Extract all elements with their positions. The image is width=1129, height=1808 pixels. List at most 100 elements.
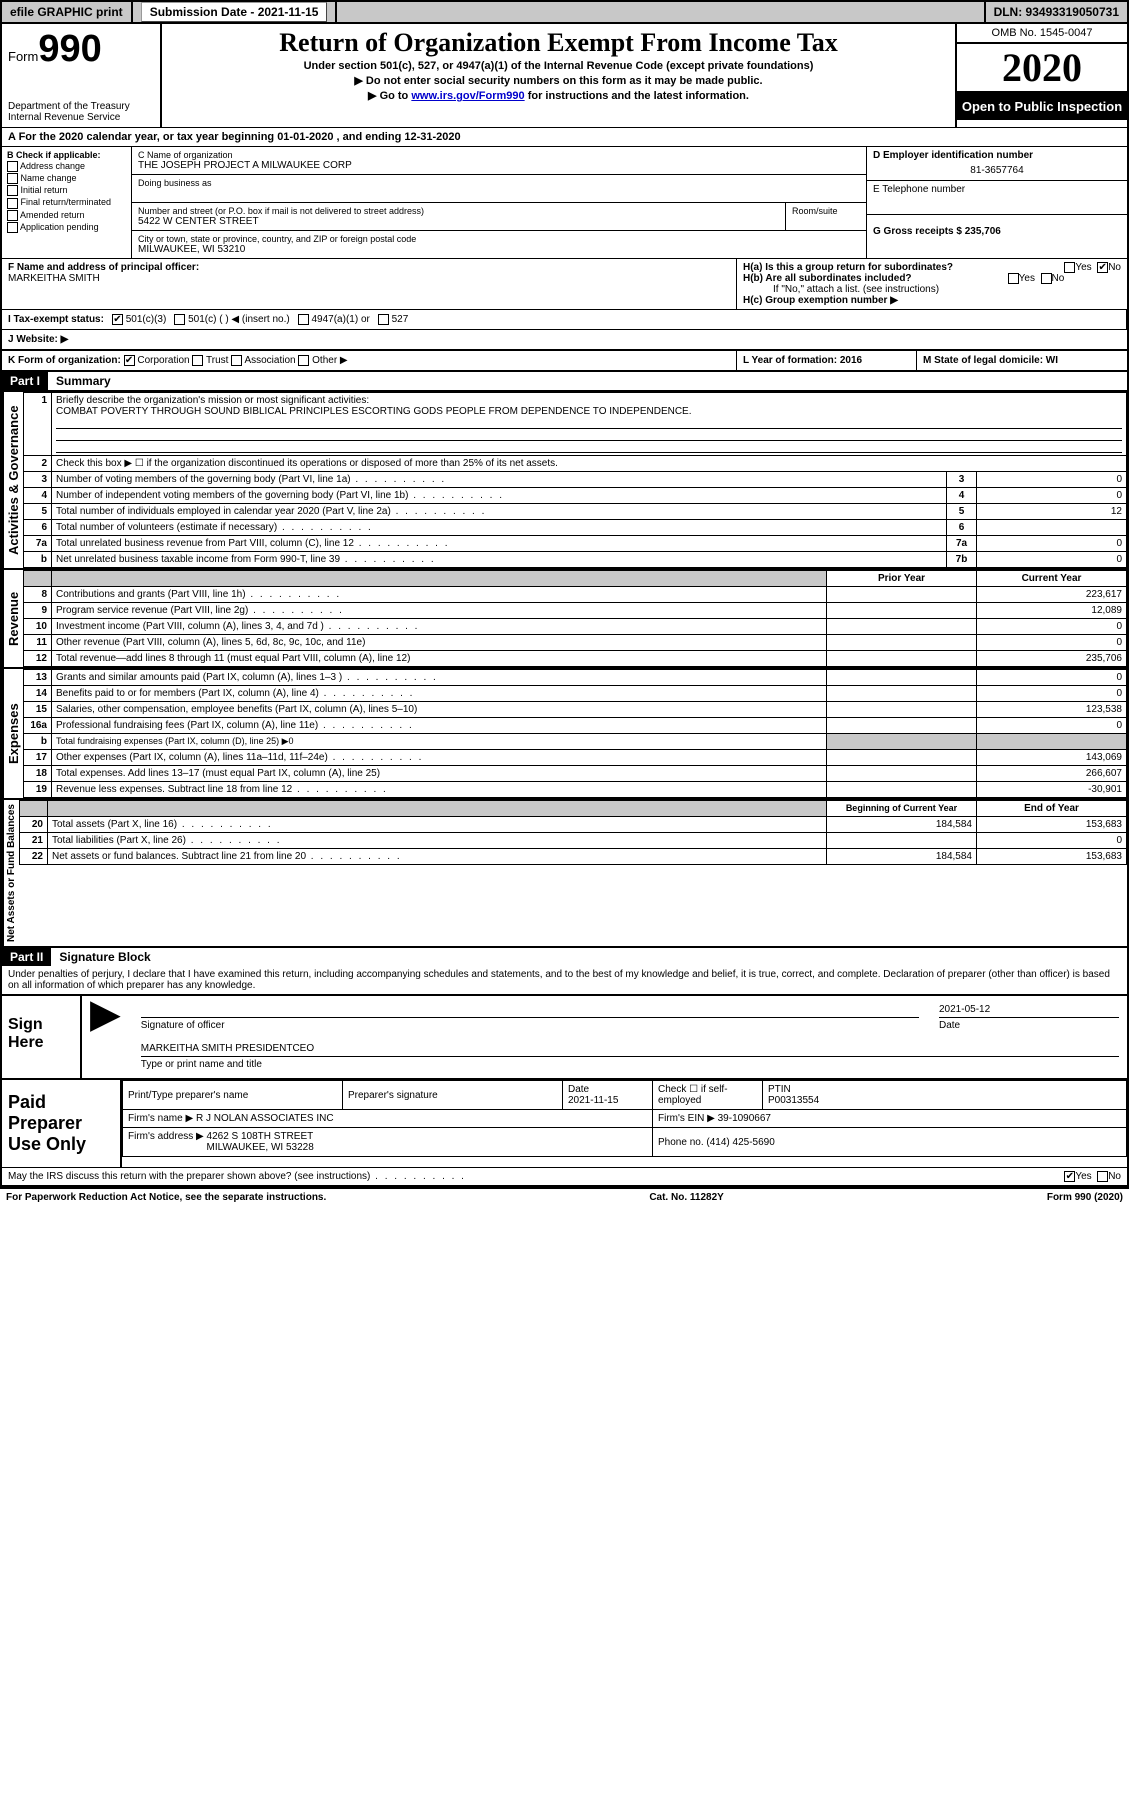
table-row: 17Other expenses (Part IX, column (A), l… xyxy=(24,750,1127,766)
line1-mission: COMBAT POVERTY THROUGH SOUND BIBLICAL PR… xyxy=(56,406,692,417)
dln-label: DLN: 93493319050731 xyxy=(984,2,1127,22)
part-2-header: Part II Signature Block xyxy=(2,946,1127,966)
gross-receipts: G Gross receipts $ 235,706 xyxy=(873,218,1121,237)
city-value: MILWAUKEE, WI 53210 xyxy=(138,244,860,255)
section-fh: F Name and address of principal officer:… xyxy=(2,258,1127,309)
table-row: 18Total expenses. Add lines 13–17 (must … xyxy=(24,766,1127,782)
table-row: 16aProfessional fundraising fees (Part I… xyxy=(24,718,1127,734)
footer-catno: Cat. No. 11282Y xyxy=(649,1192,723,1203)
chk-association[interactable]: Association xyxy=(231,355,295,366)
box-hc: H(c) Group exemption number ▶ xyxy=(743,295,1121,306)
table-expenses: 13Grants and similar amounts paid (Part … xyxy=(23,669,1127,798)
part-1-header: Part I Summary xyxy=(2,370,1127,390)
street-label: Number and street (or P.O. box if mail i… xyxy=(138,206,779,216)
prep-sig-label: Preparer's signature xyxy=(343,1081,563,1110)
chk-address-change[interactable]: Address change xyxy=(7,161,126,172)
table-row: 5Total number of individuals employed in… xyxy=(24,504,1127,520)
box-m: M State of legal domicile: WI xyxy=(917,351,1127,370)
principal-officer: MARKEITHA SMITH xyxy=(8,273,730,284)
chk-other[interactable]: Other ▶ xyxy=(298,355,347,366)
chk-corporation[interactable]: ✔ Corporation xyxy=(124,355,190,366)
footer-formref: Form 990 (2020) xyxy=(1047,1192,1123,1203)
sidelabel-expenses: Expenses xyxy=(2,669,23,798)
section-klm: K Form of organization: ✔ Corporation Tr… xyxy=(2,349,1127,370)
col-beginning-year: Beginning of Current Year xyxy=(827,801,977,817)
table-activities-governance: 1 Briefly describe the organization's mi… xyxy=(23,392,1127,568)
table-row: 8Contributions and grants (Part VIII, li… xyxy=(24,587,1127,603)
type-print-label: Type or print name and title xyxy=(141,1059,1119,1070)
officer-name-title: MARKEITHA SMITH PRESIDENTCEO xyxy=(141,1043,1119,1057)
table-row: 13Grants and similar amounts paid (Part … xyxy=(24,670,1127,686)
ptin-value: P00313554 xyxy=(768,1095,819,1106)
org-name: THE JOSEPH PROJECT A MILWAUKEE CORP xyxy=(138,160,860,171)
open-to-public-inspection: Open to Public Inspection xyxy=(957,93,1127,120)
table-row: 14Benefits paid to or for members (Part … xyxy=(24,686,1127,702)
sidelabel-revenue: Revenue xyxy=(2,570,23,667)
prep-self-employed[interactable]: Check ☐ if self-employed xyxy=(653,1081,763,1110)
sign-date-value: 2021-05-12 xyxy=(939,1004,1119,1018)
table-row: 22Net assets or fund balances. Subtract … xyxy=(20,849,1127,865)
chk-4947a1[interactable]: 4947(a)(1) or xyxy=(298,314,370,325)
chk-501c3[interactable]: ✔ 501(c)(3) xyxy=(112,314,166,325)
form-subtitle-2: ▶ Do not enter social security numbers o… xyxy=(168,74,949,87)
chk-501c[interactable]: 501(c) ( ) ◀ (insert no.) xyxy=(174,314,289,325)
box-b: B Check if applicable: Address change Na… xyxy=(2,147,132,258)
box-hb: H(b) Are all subordinates included? Yes … xyxy=(743,273,1121,284)
chk-name-change[interactable]: Name change xyxy=(7,173,126,184)
chk-discuss-no[interactable]: No xyxy=(1097,1171,1121,1182)
chk-application-pending[interactable]: Application pending xyxy=(7,222,126,233)
chk-discuss-yes[interactable]: ✔Yes xyxy=(1064,1171,1091,1182)
table-row: 20Total assets (Part X, line 16)184,5841… xyxy=(20,817,1127,833)
chk-initial-return[interactable]: Initial return xyxy=(7,185,126,196)
submission-date-button[interactable]: Submission Date - 2021-11-15 xyxy=(141,2,328,22)
table-net-assets: Beginning of Current YearEnd of Year 20T… xyxy=(19,800,1127,865)
form-subtitle-3: ▶ Go to www.irs.gov/Form990 for instruct… xyxy=(168,89,949,102)
ein-label: D Employer identification number xyxy=(873,150,1121,161)
table-row: 7aTotal unrelated business revenue from … xyxy=(24,536,1127,552)
city-label: City or town, state or province, country… xyxy=(138,234,860,244)
firm-ein-label: Firm's EIN ▶ xyxy=(658,1113,715,1124)
part-1-title: Summary xyxy=(48,372,119,390)
telephone-label: E Telephone number xyxy=(873,184,1121,195)
firm-addr-line1: 4262 S 108TH STREET xyxy=(207,1131,314,1142)
ptin-label: PTIN xyxy=(768,1084,791,1095)
block-net-assets: Net Assets or Fund Balances Beginning of… xyxy=(2,798,1127,946)
box-b-heading: B Check if applicable: xyxy=(7,150,126,160)
box-k: K Form of organization: ✔ Corporation Tr… xyxy=(2,351,737,370)
table-row: bNet unrelated business taxable income f… xyxy=(24,552,1127,568)
firm-phone-label: Phone no. xyxy=(658,1137,704,1148)
firm-addr-line2: MILWAUKEE, WI 53228 xyxy=(207,1142,314,1153)
box-hb-note: If "No," attach a list. (see instruction… xyxy=(743,284,1121,295)
sign-here-label: Sign Here xyxy=(2,996,82,1078)
sidelabel-net-assets: Net Assets or Fund Balances xyxy=(2,800,19,946)
table-row: bTotal fundraising expenses (Part IX, co… xyxy=(24,734,1127,750)
perjury-statement: Under penalties of perjury, I declare th… xyxy=(2,966,1127,994)
box-i: I Tax-exempt status: ✔ 501(c)(3) 501(c) … xyxy=(2,309,1127,329)
part-2-tag: Part II xyxy=(2,948,51,966)
box-j-website: J Website: ▶ xyxy=(2,329,1127,349)
table-row: 15Salaries, other compensation, employee… xyxy=(24,702,1127,718)
form-990-container: Form990 Department of the Treasury Inter… xyxy=(0,24,1129,1187)
dept-treasury: Department of the Treasury xyxy=(8,101,154,112)
efile-label: efile GRAPHIC print xyxy=(2,2,133,22)
table-row: 3Number of voting members of the governi… xyxy=(24,472,1127,488)
prep-name-label: Print/Type preparer's name xyxy=(123,1081,343,1110)
omb-number: OMB No. 1545-0047 xyxy=(957,24,1127,44)
line1-label: Briefly describe the organization's miss… xyxy=(56,395,369,406)
table-row: 19Revenue less expenses. Subtract line 1… xyxy=(24,782,1127,798)
col-end-year: End of Year xyxy=(977,801,1127,817)
firm-addr-label: Firm's address ▶ xyxy=(128,1131,204,1142)
tax-year: 2020 xyxy=(957,44,1127,93)
form990-link[interactable]: www.irs.gov/Form990 xyxy=(411,90,524,102)
part-1-tag: Part I xyxy=(2,372,48,390)
form-title: Return of Organization Exempt From Incom… xyxy=(168,28,949,58)
dept-irs: Internal Revenue Service xyxy=(8,112,154,123)
sidelabel-activities-governance: Activities & Governance xyxy=(2,392,23,568)
street-value: 5422 W CENTER STREET xyxy=(138,216,779,227)
chk-final-return[interactable]: Final return/terminated xyxy=(7,197,126,208)
block-expenses: Expenses 13Grants and similar amounts pa… xyxy=(2,667,1127,798)
chk-527[interactable]: 527 xyxy=(378,314,408,325)
chk-amended-return[interactable]: Amended return xyxy=(7,210,126,221)
chk-trust[interactable]: Trust xyxy=(192,355,228,366)
irs-discuss-row: May the IRS discuss this return with the… xyxy=(2,1167,1127,1185)
